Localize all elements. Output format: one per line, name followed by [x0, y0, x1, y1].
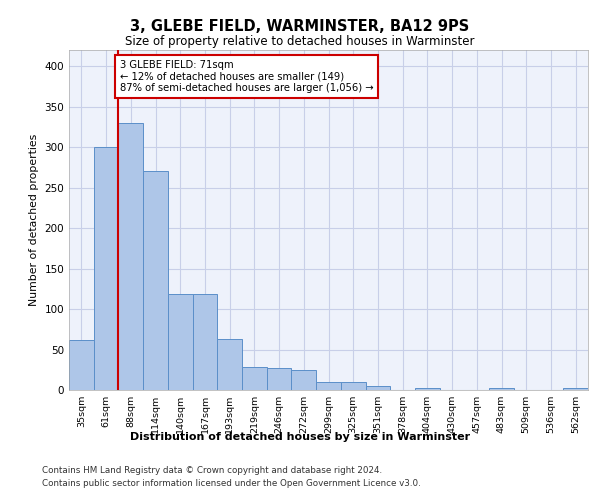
Bar [217, 339, 242, 390]
Bar [168, 294, 193, 390]
Y-axis label: Number of detached properties: Number of detached properties [29, 134, 39, 306]
Bar [415, 388, 440, 390]
Bar [292, 370, 316, 390]
Bar [69, 340, 94, 390]
Bar [267, 368, 292, 390]
Text: Distribution of detached houses by size in Warminster: Distribution of detached houses by size … [130, 432, 470, 442]
Text: Contains public sector information licensed under the Open Government Licence v3: Contains public sector information licen… [42, 479, 421, 488]
Bar [118, 123, 143, 390]
Bar [94, 147, 118, 390]
Text: 3 GLEBE FIELD: 71sqm
← 12% of detached houses are smaller (149)
87% of semi-deta: 3 GLEBE FIELD: 71sqm ← 12% of detached h… [119, 60, 373, 93]
Bar [365, 386, 390, 390]
Bar [242, 366, 267, 390]
Bar [341, 382, 365, 390]
Bar [563, 388, 588, 390]
Bar [489, 388, 514, 390]
Text: 3, GLEBE FIELD, WARMINSTER, BA12 9PS: 3, GLEBE FIELD, WARMINSTER, BA12 9PS [130, 19, 470, 34]
Text: Size of property relative to detached houses in Warminster: Size of property relative to detached ho… [125, 35, 475, 48]
Text: Contains HM Land Registry data © Crown copyright and database right 2024.: Contains HM Land Registry data © Crown c… [42, 466, 382, 475]
Bar [316, 382, 341, 390]
Bar [143, 172, 168, 390]
Bar [193, 294, 217, 390]
